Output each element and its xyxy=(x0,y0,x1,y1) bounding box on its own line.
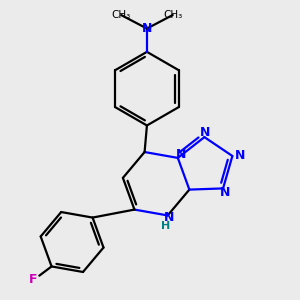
Text: N: N xyxy=(235,149,245,163)
Text: F: F xyxy=(29,273,38,286)
Text: N: N xyxy=(176,148,187,161)
Text: N: N xyxy=(200,126,210,139)
Text: CH₃: CH₃ xyxy=(112,10,131,20)
Text: N: N xyxy=(220,186,231,199)
Text: H: H xyxy=(160,221,170,231)
Text: N: N xyxy=(142,22,152,35)
Text: CH₃: CH₃ xyxy=(163,10,182,20)
Text: N: N xyxy=(164,212,174,224)
